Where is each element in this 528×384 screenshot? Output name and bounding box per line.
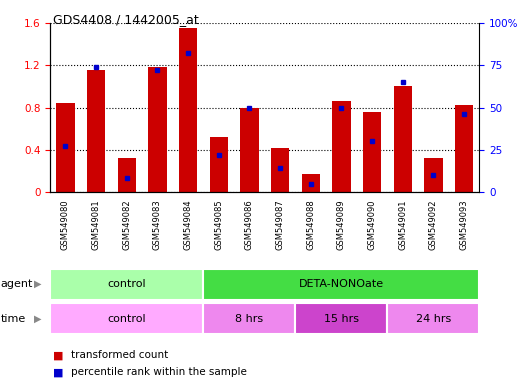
Text: ▶: ▶ <box>34 314 42 324</box>
Bar <box>240 108 259 192</box>
Text: 24 hrs: 24 hrs <box>416 314 451 324</box>
Bar <box>393 86 412 192</box>
Bar <box>118 158 136 192</box>
Bar <box>87 70 106 192</box>
Bar <box>296 303 388 334</box>
Bar <box>50 269 203 300</box>
Text: 8 hrs: 8 hrs <box>235 314 263 324</box>
Text: agent: agent <box>1 279 33 289</box>
Text: GDS4408 / 1442005_at: GDS4408 / 1442005_at <box>53 13 199 26</box>
Bar <box>203 269 479 300</box>
Text: ■: ■ <box>53 367 63 377</box>
Bar <box>179 28 197 192</box>
Text: time: time <box>1 314 26 324</box>
Bar <box>424 158 442 192</box>
Bar <box>56 103 74 192</box>
Text: DETA-NONOate: DETA-NONOate <box>299 279 384 289</box>
Bar <box>455 106 473 192</box>
Text: transformed count: transformed count <box>71 350 168 360</box>
Text: control: control <box>108 314 146 324</box>
Bar <box>203 303 296 334</box>
Text: percentile rank within the sample: percentile rank within the sample <box>71 367 247 377</box>
Bar <box>363 112 381 192</box>
Bar <box>388 303 479 334</box>
Bar <box>148 68 167 192</box>
Text: 15 hrs: 15 hrs <box>324 314 359 324</box>
Text: control: control <box>108 279 146 289</box>
Bar <box>50 303 203 334</box>
Bar <box>332 101 351 192</box>
Bar <box>271 148 289 192</box>
Text: ▶: ▶ <box>34 279 42 289</box>
Bar <box>210 137 228 192</box>
Bar <box>301 174 320 192</box>
Text: ■: ■ <box>53 350 63 360</box>
